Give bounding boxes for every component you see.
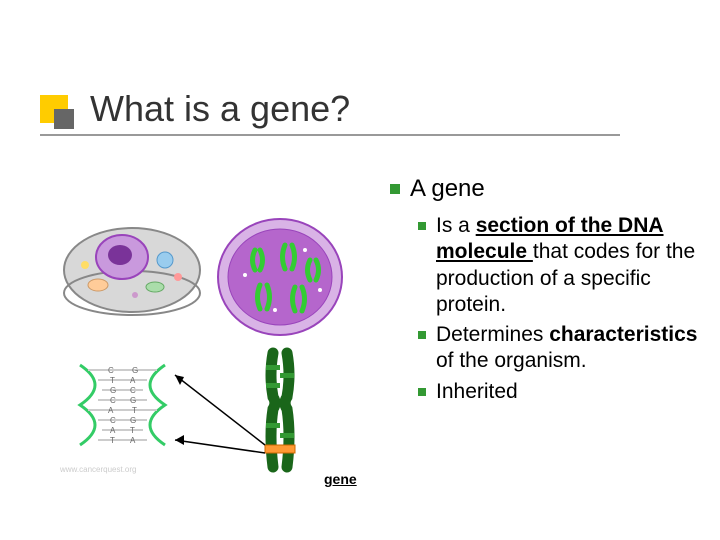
title-underline — [40, 134, 620, 136]
square-bullet-icon — [418, 331, 426, 339]
svg-text:A: A — [108, 406, 114, 415]
svg-text:A: A — [130, 376, 136, 385]
square-bullet-icon — [418, 222, 426, 230]
slide-title-container: What is a gene? — [40, 88, 350, 130]
slide-title: What is a gene? — [90, 88, 350, 130]
cell-illustration — [60, 215, 210, 335]
svg-text:G: G — [130, 416, 136, 425]
svg-text:G: G — [110, 386, 116, 395]
sub-bullet-text: Inherited — [436, 379, 518, 405]
svg-text:T: T — [110, 376, 115, 385]
sub-bullet-text: Determines characteristics of the organi… — [436, 322, 700, 375]
sub-bullet-item: Determines characteristics of the organi… — [418, 322, 700, 375]
diagram-watermark: www.cancerquest.org — [60, 465, 136, 474]
svg-text:T: T — [130, 426, 135, 435]
svg-text:C: C — [108, 366, 114, 375]
square-bullet-icon — [390, 184, 400, 194]
sub-bullet-list: Is a section of the DNA molecule that co… — [418, 213, 700, 405]
title-bullet — [40, 95, 80, 123]
sub-bullet-item: Is a section of the DNA molecule that co… — [418, 213, 700, 318]
main-bullet-item: A gene — [390, 175, 700, 203]
svg-text:C: C — [110, 416, 116, 425]
svg-text:G: G — [132, 366, 138, 375]
content-text-block: A gene Is a section of the DNA molecule … — [390, 175, 700, 409]
svg-text:G: G — [130, 396, 136, 405]
svg-text:A: A — [130, 436, 136, 445]
svg-text:T: T — [132, 406, 137, 415]
square-bullet-icon — [418, 388, 426, 396]
gene-diagram: CG TA GC CG AT CG AT TA gene www.cancerq… — [60, 215, 380, 515]
sub-bullet-text: Is a section of the DNA molecule that co… — [436, 213, 700, 318]
main-bullet-text: A gene — [410, 175, 485, 203]
chromosome-illustration — [255, 345, 310, 480]
nucleus-illustration — [210, 215, 350, 345]
svg-text:C: C — [130, 386, 136, 395]
title-bullet-gray — [54, 109, 74, 129]
svg-text:C: C — [110, 396, 116, 405]
svg-text:A: A — [110, 426, 116, 435]
sub-bullet-item: Inherited — [418, 379, 700, 405]
svg-text:T: T — [110, 436, 115, 445]
gene-label: gene — [324, 471, 357, 487]
dna-illustration: CG TA GC CG AT CG AT TA — [60, 355, 220, 475]
